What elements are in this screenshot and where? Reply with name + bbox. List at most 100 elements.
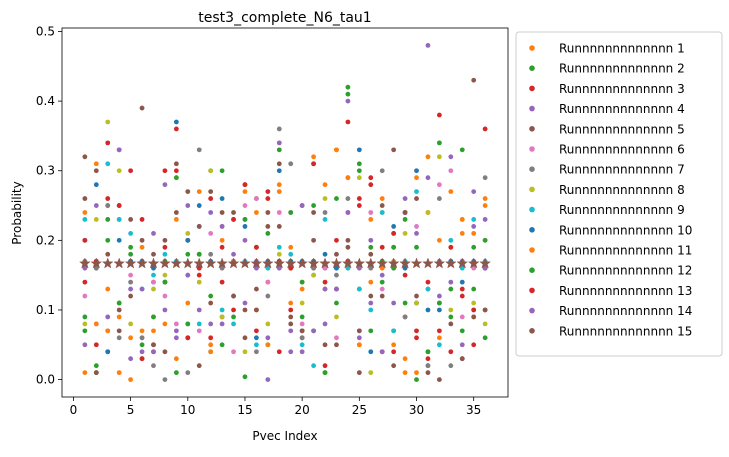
legend-marker	[529, 227, 535, 233]
data-point	[128, 230, 134, 236]
data-point	[219, 307, 225, 313]
data-point	[322, 210, 328, 215]
data-point	[322, 286, 328, 292]
data-point	[242, 217, 248, 222]
data-point	[196, 251, 202, 257]
data-point	[322, 196, 328, 201]
reference-star	[227, 257, 240, 269]
y-axis: 0.0 0.1 0.2 0.3 0.4 0.5	[36, 24, 62, 387]
data-point	[379, 293, 385, 299]
plot-marks	[79, 43, 491, 382]
data-point	[425, 154, 431, 160]
data-point	[402, 196, 408, 201]
data-point	[242, 182, 248, 188]
data-point	[208, 335, 214, 341]
data-point	[425, 349, 431, 355]
data-point	[322, 217, 328, 222]
data-point	[162, 377, 168, 382]
data-point	[185, 335, 191, 341]
data-point	[402, 265, 408, 271]
data-point	[162, 244, 168, 250]
reference-star	[399, 257, 411, 269]
data-point	[356, 203, 362, 208]
data-point	[162, 321, 168, 327]
data-point	[471, 77, 477, 83]
data-point	[299, 349, 305, 355]
data-point	[82, 196, 88, 201]
data-point	[436, 112, 442, 118]
data-point	[173, 370, 179, 376]
data-point	[219, 265, 225, 271]
reference-star	[159, 257, 171, 269]
data-point	[276, 210, 282, 215]
data-point	[128, 244, 134, 250]
data-point	[196, 279, 202, 285]
legend-label: Runnnnnnnnnnnnn 1	[559, 42, 685, 56]
data-point	[151, 342, 156, 348]
data-point	[379, 286, 385, 292]
data-point	[151, 328, 156, 334]
data-point	[334, 286, 339, 292]
legend-entry: Runnnnnnnnnnnnn 11	[529, 244, 692, 258]
data-point	[128, 279, 134, 285]
data-point	[471, 314, 477, 320]
data-point	[231, 251, 236, 257]
data-point	[276, 251, 282, 257]
x-tick-label: 30	[409, 403, 424, 417]
data-point	[414, 370, 419, 376]
data-point	[311, 272, 316, 278]
data-point	[425, 43, 431, 48]
series-11	[82, 147, 488, 382]
data-point	[391, 328, 397, 334]
reference-star	[284, 257, 297, 269]
data-point	[459, 342, 465, 348]
reference-star	[250, 257, 263, 269]
data-point	[482, 175, 488, 181]
legend-marker	[529, 166, 535, 172]
data-point	[402, 230, 408, 236]
data-point	[128, 217, 134, 222]
data-point	[436, 328, 442, 334]
data-point	[299, 328, 305, 334]
y-tick-label: 0.2	[36, 233, 55, 247]
data-point	[459, 286, 465, 292]
data-point	[105, 237, 111, 243]
data-point	[482, 203, 488, 208]
data-point	[356, 286, 362, 292]
reference-star	[262, 257, 274, 269]
data-point	[391, 147, 397, 153]
data-point	[368, 293, 374, 299]
data-point	[311, 210, 316, 215]
data-point	[345, 119, 351, 125]
data-point	[276, 265, 282, 271]
data-point	[139, 342, 145, 348]
data-point	[219, 244, 225, 250]
data-point	[196, 224, 202, 229]
data-point	[254, 265, 259, 271]
data-point	[288, 300, 294, 306]
reference-star	[136, 257, 148, 269]
data-point	[345, 244, 351, 250]
data-point	[459, 230, 465, 236]
data-point	[448, 363, 454, 369]
data-point	[185, 189, 191, 195]
data-point	[391, 244, 397, 250]
data-point	[322, 182, 328, 188]
data-point	[162, 272, 168, 278]
plot-frame	[61, 27, 509, 398]
data-point	[311, 154, 316, 160]
data-point	[414, 168, 419, 174]
data-point	[391, 300, 397, 306]
legend-marker	[529, 146, 535, 152]
reference-star	[479, 257, 491, 269]
reference-star	[147, 257, 160, 269]
legend-marker	[529, 45, 535, 51]
data-point	[402, 300, 408, 306]
data-point	[151, 272, 156, 278]
data-point	[459, 356, 465, 362]
data-point	[482, 196, 488, 201]
data-point	[208, 293, 214, 299]
data-point	[448, 349, 454, 355]
data-point	[276, 182, 282, 188]
